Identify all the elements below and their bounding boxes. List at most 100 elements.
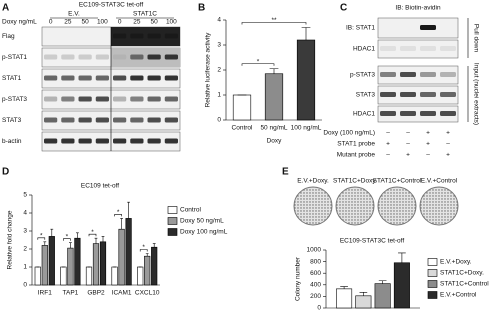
y-tick-label: 4	[23, 210, 27, 217]
band	[44, 54, 58, 60]
significance-label: *	[66, 233, 69, 240]
blot-title: IB: Biotin-avidin	[395, 5, 441, 12]
y-tick-label: 2	[217, 67, 221, 74]
band	[380, 46, 396, 51]
band	[113, 33, 127, 39]
y-tick-label: 1000	[307, 247, 322, 254]
band	[380, 111, 396, 116]
error-bar	[145, 253, 149, 257]
band	[78, 54, 92, 60]
dose-label: Doxy ng/mL	[2, 19, 37, 26]
condition-sign: +	[406, 152, 410, 159]
panel-letter: E	[282, 167, 289, 178]
bar	[125, 218, 132, 286]
blot-background	[111, 27, 180, 46]
dose: 100	[97, 19, 108, 26]
band	[400, 72, 416, 77]
row-label: p-STAT3	[350, 72, 375, 79]
band	[164, 75, 178, 81]
section-label: Pull down	[472, 24, 479, 53]
panel-letter: C	[340, 3, 347, 14]
error-bar	[120, 218, 123, 230]
plate	[377, 186, 417, 226]
band	[420, 92, 436, 97]
error-bar	[152, 243, 156, 248]
plate	[293, 186, 333, 226]
band	[61, 117, 75, 123]
band	[400, 92, 416, 97]
blot-strip	[377, 17, 459, 39]
band	[440, 46, 456, 51]
band	[420, 72, 436, 77]
band	[113, 75, 127, 81]
row-label: STAT3	[2, 117, 22, 124]
dose: 0	[49, 19, 53, 26]
band	[95, 75, 109, 81]
band	[61, 75, 75, 81]
band	[113, 96, 127, 102]
row-label: STAT3	[356, 92, 376, 99]
condition-sign: –	[386, 152, 390, 159]
bar	[336, 288, 353, 309]
blot-strip	[377, 39, 459, 59]
x-tick-label: IRF1	[38, 290, 52, 297]
significance-label: *	[142, 244, 145, 251]
condition-label: Doxy (100 ng/mL)	[323, 130, 375, 137]
band	[380, 72, 396, 77]
error-bar	[69, 242, 72, 249]
band	[130, 138, 144, 144]
error-bar	[378, 280, 387, 284]
band	[147, 117, 161, 123]
error-bar	[75, 232, 79, 239]
bar	[118, 228, 125, 286]
band	[400, 111, 416, 116]
group-label: STAT1C	[133, 11, 157, 18]
condition-sign: –	[406, 141, 410, 148]
significance-label: *	[117, 209, 120, 216]
legend-label: E.V.+Doxy.	[440, 259, 472, 266]
band	[440, 72, 456, 77]
y-tick-label: 200	[310, 293, 321, 300]
dose: 25	[133, 19, 141, 26]
bar	[48, 236, 55, 286]
significance-label: *	[257, 58, 260, 65]
y-tick-label: 1	[23, 264, 27, 271]
y-tick-label: 0	[317, 305, 321, 312]
y-tick-label: 800	[310, 258, 321, 265]
bar	[264, 73, 284, 121]
legend-label: STAT1C+Control	[440, 281, 489, 288]
bar	[111, 266, 118, 286]
bar	[144, 255, 151, 286]
y-tick-label: 1	[217, 92, 221, 99]
x-tick-label: ICAM1	[112, 290, 132, 297]
band	[113, 54, 127, 60]
band	[420, 46, 436, 51]
error-bar	[398, 252, 406, 263]
significance-bracket	[63, 238, 71, 241]
bar	[85, 266, 93, 286]
y-tick-label: 3	[217, 42, 221, 49]
legend-swatch	[427, 291, 438, 299]
legend-swatch	[167, 206, 178, 214]
significance-bracket	[241, 22, 307, 25]
band	[440, 111, 456, 116]
band	[95, 96, 109, 102]
band	[113, 138, 127, 144]
band	[44, 96, 58, 102]
y-tick-label: 2	[23, 246, 27, 253]
plate-label: STAT1C+Doxy.	[333, 178, 377, 185]
band	[147, 96, 161, 102]
band	[380, 92, 396, 97]
x-tick-label: Control	[232, 125, 254, 132]
condition-sign: +	[426, 130, 430, 137]
panel-letter: B	[198, 3, 205, 14]
band	[440, 92, 456, 97]
band	[78, 75, 92, 81]
plate-label: E.V.+Control	[421, 178, 458, 185]
group-label: E.V.	[68, 11, 80, 18]
row-label: HDAC1	[353, 111, 375, 118]
band	[164, 96, 178, 102]
error-bar	[301, 27, 311, 40]
error-bar	[269, 68, 279, 74]
legend-label: Doxy 100 ng/mL	[180, 229, 228, 236]
